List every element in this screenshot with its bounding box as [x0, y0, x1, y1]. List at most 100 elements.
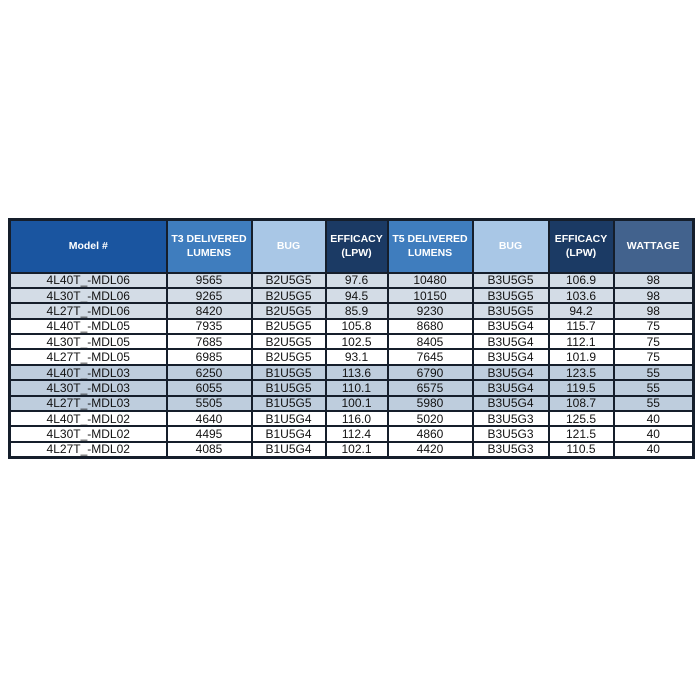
cell-model: 4L40T_-MDL02 [8, 409, 168, 428]
cell-t3-bug: B1U5G4 [250, 409, 327, 428]
cell-wattage: 55 [612, 363, 695, 382]
cell-t5-efficacy: 121.5 [547, 425, 615, 443]
cell-wattage: 40 [612, 409, 695, 428]
cell-t3-bug: B2U5G5 [250, 271, 327, 289]
cell-t3-bug: B2U5G5 [250, 286, 327, 305]
cell-model: 4L27T_-MDL03 [8, 394, 168, 413]
cell-t3-bug: B1U5G5 [250, 379, 327, 397]
cell-wattage: 98 [612, 302, 695, 320]
cell-t5-efficacy: 101.9 [547, 348, 615, 366]
cell-t5-lumens: 9230 [386, 302, 474, 320]
cell-t5-efficacy: 123.5 [547, 363, 615, 382]
cell-wattage: 98 [612, 271, 695, 289]
cell-t5-lumens: 5980 [386, 394, 474, 413]
cell-t5-efficacy: 119.5 [547, 379, 615, 397]
cell-t5-efficacy: 94.2 [547, 302, 615, 320]
cell-t5-bug: B3U5G5 [471, 302, 550, 320]
cell-t5-lumens: 10150 [386, 286, 474, 305]
cell-t3-efficacy: 100.1 [324, 394, 389, 413]
cell-wattage: 98 [612, 286, 695, 305]
cell-model: 4L30T_-MDL06 [8, 286, 168, 305]
cell-t3-lumens: 7935 [165, 317, 253, 336]
cell-t5-efficacy: 106.9 [547, 271, 615, 289]
cell-t3-lumens: 6985 [165, 348, 253, 366]
cell-wattage: 55 [612, 379, 695, 397]
cell-t3-lumens: 4495 [165, 425, 253, 443]
cell-t3-bug: B1U5G5 [250, 394, 327, 413]
table-row: 4L40T_-MDL05 7935 B2U5G5 105.8 8680 B3U5G4 115… [8, 317, 695, 336]
cell-t5-bug: B3U5G4 [471, 317, 550, 336]
cell-t5-bug: B3U5G5 [471, 286, 550, 305]
cell-t5-bug: B3U5G4 [471, 379, 550, 397]
col-header-t5-lumens: T5 DELIVERED LUMENS [386, 218, 474, 274]
cell-t3-bug: B1U5G5 [250, 363, 327, 382]
cell-t5-lumens: 4860 [386, 425, 474, 443]
cell-model: 4L30T_-MDL03 [8, 379, 168, 397]
cell-t5-lumens: 10480 [386, 271, 474, 289]
cell-t5-efficacy: 108.7 [547, 394, 615, 413]
cell-t3-efficacy: 112.4 [324, 425, 389, 443]
col-header-t5-efficacy: EFFICACY (LPW) [547, 218, 615, 274]
cell-t3-lumens: 9565 [165, 271, 253, 289]
cell-t3-bug: B1U5G4 [250, 440, 327, 459]
table-row: 4L30T_-MDL03 6055 B1U5G5 110.1 6575 B3U5G4 119… [8, 379, 695, 397]
cell-t5-bug: B3U5G3 [471, 409, 550, 428]
cell-model: 4L27T_-MDL06 [8, 302, 168, 320]
cell-t5-efficacy: 103.6 [547, 286, 615, 305]
cell-t5-bug: B3U5G4 [471, 394, 550, 413]
cell-wattage: 75 [612, 317, 695, 336]
lumen-spec-table-container: Model # T3 DELIVERED LUMENS BUG EFFICACY… [8, 218, 695, 459]
lumen-spec-table: Model # T3 DELIVERED LUMENS BUG EFFICACY… [8, 218, 695, 459]
cell-t3-bug: B2U5G5 [250, 348, 327, 366]
cell-t3-lumens: 8420 [165, 302, 253, 320]
cell-t5-bug: B3U5G4 [471, 363, 550, 382]
cell-model: 4L27T_-MDL02 [8, 440, 168, 459]
col-header-t3-bug: BUG [250, 218, 327, 274]
cell-model: 4L30T_-MDL02 [8, 425, 168, 443]
cell-t5-efficacy: 115.7 [547, 317, 615, 336]
table-row: 4L30T_-MDL05 7685 B2U5G5 102.5 8405 B3U5G4 112… [8, 333, 695, 351]
cell-model: 4L40T_-MDL03 [8, 363, 168, 382]
table-row: 4L27T_-MDL02 4085 B1U5G4 102.1 4420 B3U5G3 110… [8, 440, 695, 459]
cell-wattage: 55 [612, 394, 695, 413]
cell-t5-lumens: 5020 [386, 409, 474, 428]
cell-t3-lumens: 6055 [165, 379, 253, 397]
table-row: 4L27T_-MDL06 8420 B2U5G5 85.9 9230 B3U5G5 94.2… [8, 302, 695, 320]
table-row: 4L27T_-MDL03 5505 B1U5G5 100.1 5980 B3U5G4 108… [8, 394, 695, 413]
table-row: 4L40T_-MDL03 6250 B1U5G5 113.6 6790 B3U5G4 123… [8, 363, 695, 382]
cell-t5-lumens: 7645 [386, 348, 474, 366]
cell-t3-efficacy: 102.5 [324, 333, 389, 351]
cell-wattage: 75 [612, 348, 695, 366]
cell-t3-bug: B2U5G5 [250, 333, 327, 351]
cell-t5-efficacy: 110.5 [547, 440, 615, 459]
table-header: Model # T3 DELIVERED LUMENS BUG EFFICACY… [8, 218, 695, 274]
table-body: 4L40T_-MDL06 9565 B2U5G5 97.6 10480 B3U5G5 106… [8, 271, 695, 459]
cell-t5-lumens: 6575 [386, 379, 474, 397]
cell-t3-lumens: 9265 [165, 286, 253, 305]
table-row: 4L40T_-MDL02 4640 B1U5G4 116.0 5020 B3U5G3 125… [8, 409, 695, 428]
cell-t3-bug: B2U5G5 [250, 317, 327, 336]
cell-t5-bug: B3U5G5 [471, 271, 550, 289]
col-header-t3-efficacy: EFFICACY (LPW) [324, 218, 389, 274]
header-row: Model # T3 DELIVERED LUMENS BUG EFFICACY… [8, 218, 695, 274]
cell-t5-bug: B3U5G4 [471, 348, 550, 366]
cell-t3-efficacy: 97.6 [324, 271, 389, 289]
cell-t3-bug: B2U5G5 [250, 302, 327, 320]
cell-t3-efficacy: 85.9 [324, 302, 389, 320]
cell-wattage: 40 [612, 425, 695, 443]
cell-t3-bug: B1U5G4 [250, 425, 327, 443]
cell-t3-efficacy: 102.1 [324, 440, 389, 459]
cell-t3-lumens: 7685 [165, 333, 253, 351]
cell-t3-efficacy: 116.0 [324, 409, 389, 428]
cell-t3-efficacy: 93.1 [324, 348, 389, 366]
cell-t5-lumens: 6790 [386, 363, 474, 382]
cell-t3-efficacy: 110.1 [324, 379, 389, 397]
cell-model: 4L30T_-MDL05 [8, 333, 168, 351]
cell-t3-lumens: 6250 [165, 363, 253, 382]
cell-t3-lumens: 5505 [165, 394, 253, 413]
cell-t3-efficacy: 113.6 [324, 363, 389, 382]
cell-t5-bug: B3U5G3 [471, 425, 550, 443]
cell-t3-lumens: 4640 [165, 409, 253, 428]
table-row: 4L27T_-MDL05 6985 B2U5G5 93.1 7645 B3U5G4 101.… [8, 348, 695, 366]
cell-t5-bug: B3U5G3 [471, 440, 550, 459]
